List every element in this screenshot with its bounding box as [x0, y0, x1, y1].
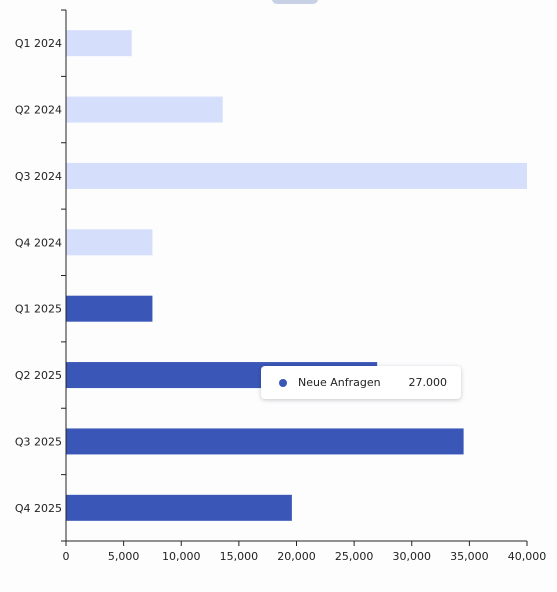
bar-q2-2024 — [66, 96, 223, 123]
y-tick-label: Q3 2025 — [15, 435, 62, 448]
x-tick-label: 10,000 — [162, 550, 201, 563]
x-tick-label: 30,000 — [393, 550, 432, 563]
chart-tooltip: Neue Anfragen 27.000 — [261, 366, 461, 399]
bar-q1-2024 — [66, 30, 132, 57]
x-tick-label: 35,000 — [450, 550, 489, 563]
y-tick-label: Q1 2024 — [15, 37, 62, 50]
y-tick-label: Q2 2025 — [15, 369, 62, 382]
x-tick-label: 0 — [63, 550, 70, 563]
y-tick-label: Q4 2024 — [15, 236, 62, 249]
bar-q4-2024 — [66, 229, 153, 256]
top-scroll-handle — [272, 0, 318, 4]
x-tick-label: 25,000 — [335, 550, 374, 563]
tooltip-series-name: Neue Anfragen — [298, 376, 381, 389]
x-tick-label: 40,000 — [508, 550, 547, 563]
x-tick-label: 15,000 — [220, 550, 259, 563]
x-tick-label: 20,000 — [277, 550, 316, 563]
bar-q3-2025 — [66, 428, 464, 455]
y-tick-label: Q3 2024 — [15, 170, 62, 183]
axes: Q1 2024 Q2 2024 Q3 2024 Q4 2024 Q1 2025 Q2 20… — [15, 9, 547, 563]
bar-q1-2025 — [66, 295, 153, 322]
y-tick-label: Q1 2025 — [15, 303, 62, 316]
bar-q3-2024 — [66, 162, 527, 189]
y-tick-label: Q4 2025 — [15, 502, 62, 515]
x-tick-label: 5,000 — [108, 550, 140, 563]
bar-q4-2025 — [66, 494, 292, 521]
y-tick-label: Q2 2024 — [15, 104, 62, 117]
bar-series — [66, 30, 527, 521]
tooltip-series-dot — [279, 379, 287, 387]
tooltip-value: 27.000 — [408, 376, 448, 389]
